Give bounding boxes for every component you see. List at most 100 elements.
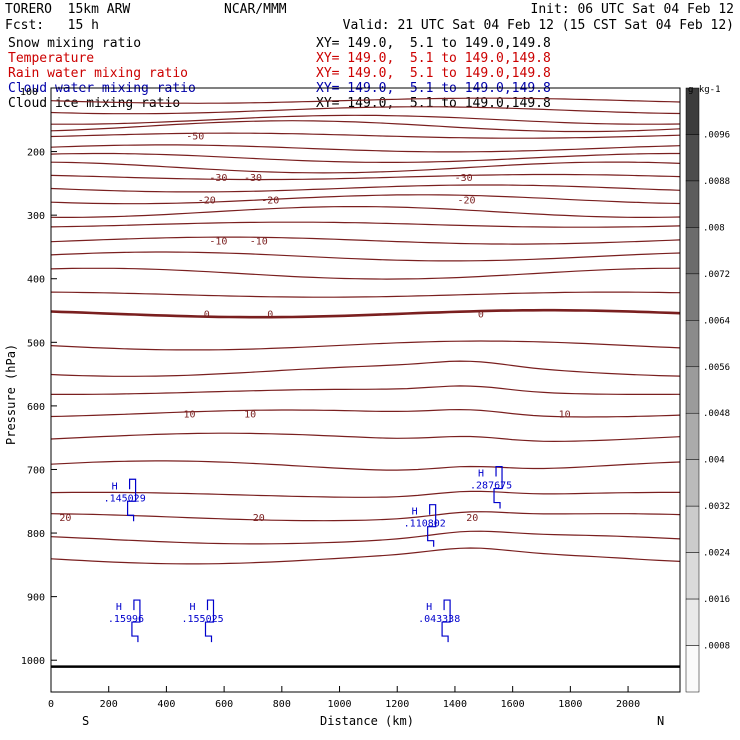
y-tick-label: 700 (27, 465, 45, 476)
x-tick-label: 800 (273, 699, 291, 710)
temperature-contour-line (50, 490, 680, 498)
contour-label: 0 (478, 310, 484, 321)
cloud-maximum-value: .110802 (404, 519, 446, 530)
temperature-contours: -50 -30 -30 -30 -20 -20 -20 -10 -10 0 0 0 10 10 10 20 20… (50, 97, 681, 565)
temperature-contour-line (51, 114, 681, 125)
colorbar-label: .0056 (703, 363, 730, 373)
colorbar: .0096 .0088 .008 .0072 .0064 .0056 .0048 .004 .0… (685, 87, 730, 693)
x-tick-label: 200 (100, 699, 118, 710)
cloud-maximum-marker: H (412, 507, 418, 518)
colorbar-label: .0016 (703, 595, 730, 605)
field-label: Rain water mixing ratio (8, 66, 189, 81)
contour-label: 0 (267, 310, 273, 321)
field-xy: XY= 149.0, 5.1 to 149.0,149.8 (316, 66, 551, 81)
contour-label: -10 (250, 237, 268, 248)
overlap-tick-label: 100 (20, 87, 38, 98)
y-axis-label: Pressure (hPa) (4, 344, 18, 445)
x-axis-label: Distance (km) (320, 714, 414, 728)
model-title: TORERO 15km ARW (5, 2, 131, 17)
x-tick-label: 1600 (501, 699, 525, 710)
x-tick-label: 1200 (385, 699, 409, 710)
contour-label: -30 (455, 173, 473, 184)
colorbar-label: .0096 (703, 130, 730, 140)
temperature-contour-line (50, 547, 681, 565)
cloud-water-contour (427, 504, 437, 547)
colorbar-swatch (685, 598, 700, 646)
contour-label: -30 (209, 173, 227, 184)
cloud-maximum-marker: H (112, 481, 118, 492)
contour-label: 10 (244, 410, 256, 421)
temperature-contour-line (50, 460, 681, 471)
valid-time: Valid: 21 UTC Sat 04 Feb 12 (15 CST Sat … (342, 18, 734, 33)
contour-label: 20 (253, 513, 265, 524)
contour-label: 20 (466, 513, 478, 524)
contour-label: 0 (204, 310, 210, 321)
temperature-contour-line (50, 432, 681, 443)
x-tick-label: 1400 (443, 699, 467, 710)
colorbar-swatch (685, 273, 700, 321)
colorbar-swatch (685, 552, 700, 600)
temperature-contour-line (50, 291, 681, 298)
cloud-maximum-value: .15996 (108, 614, 144, 625)
cloud-maximum-marker: H (189, 602, 195, 613)
temperature-contour-line (50, 236, 681, 245)
x-tick-label: 2000 (616, 699, 640, 710)
y-tick-label: 400 (27, 275, 45, 286)
colorbar-label: .0048 (703, 409, 730, 419)
y-tick-label: 800 (27, 529, 45, 540)
contour-label: 10 (183, 410, 195, 421)
temperature-contour-line (51, 385, 681, 395)
colorbar-swatch (685, 459, 700, 507)
temperature-contour-line (50, 132, 681, 139)
center-title: NCAR/MMM (224, 2, 287, 17)
x-tick-label: 400 (157, 699, 175, 710)
contour-label: -20 (261, 195, 279, 206)
field-label: Temperature (8, 51, 95, 66)
x-tick-label: 1000 (327, 699, 351, 710)
temperature-contour-line (50, 106, 681, 115)
colorbar-label: .004 (703, 456, 725, 466)
south-label: S (82, 714, 89, 728)
temperature-contour-line (50, 340, 681, 351)
temperature-contour-line (50, 152, 680, 163)
cloud-water-contour (204, 599, 215, 643)
contour-label: -10 (209, 237, 227, 248)
x-tick-label: 1800 (558, 699, 582, 710)
temperature-contour-line (50, 530, 681, 545)
y-tick-label: 900 (27, 593, 45, 604)
contour-label: -20 (457, 195, 475, 206)
contour-label: -20 (198, 195, 216, 206)
init-time: Init: 06 UTC Sat 04 Feb 12 (530, 2, 735, 17)
temperature-contour-line (50, 251, 681, 262)
temperature-contour-line (50, 173, 681, 181)
colorbar-label: .0024 (703, 549, 730, 559)
cloud-maximum-value: .145029 (104, 493, 146, 504)
x-tick-label: 600 (215, 699, 233, 710)
y-tick-label: 200 (27, 148, 45, 159)
temperature-contour-line (50, 267, 681, 280)
x-tick-label: 0 (48, 699, 54, 710)
cloud-maximum-value: .155025 (181, 614, 223, 625)
contour-label: 10 (559, 410, 571, 421)
colorbar-swatch (685, 134, 700, 182)
temperature-contour-line (50, 408, 681, 418)
forecast-hour: Fcst: 15 h (5, 18, 99, 33)
colorbar-label: .0072 (703, 270, 730, 280)
cloud-maximum-marker: H (426, 602, 432, 613)
cloud-water-contour (493, 465, 503, 509)
cloud-maximum-value: .043338 (418, 614, 460, 625)
cloud-maximum-value: .287675 (470, 481, 512, 492)
colorbar-units: g kg-1 (688, 85, 721, 95)
temperature-contour-line (50, 120, 681, 133)
north-label: N (657, 714, 664, 728)
field-label: Snow mixing ratio (8, 36, 142, 51)
y-tick-label: 600 (27, 402, 45, 413)
colorbar-swatch (685, 645, 700, 693)
temperature-contour-line (50, 511, 681, 522)
temperature-contour-line (50, 144, 681, 153)
plot-frame (50, 87, 681, 693)
temperature-contour-line (50, 360, 681, 377)
axes: 0 200 400 600 800 1000 1200 1400 1600 1800 2000200… (21, 87, 681, 710)
colorbar-swatch (685, 412, 700, 460)
